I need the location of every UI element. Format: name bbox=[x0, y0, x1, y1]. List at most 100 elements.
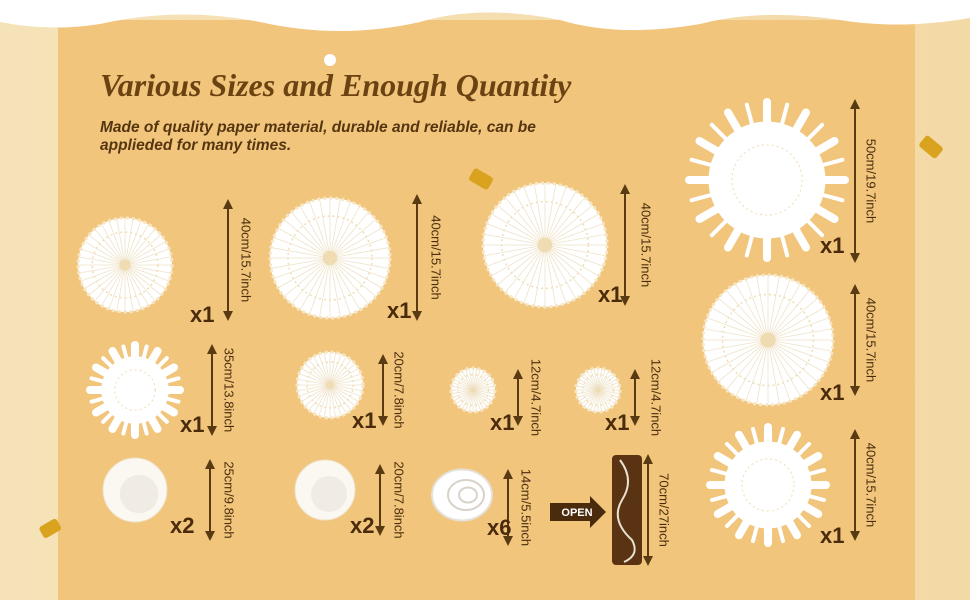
fan-fold bbox=[329, 352, 337, 386]
fan-fold bbox=[533, 244, 546, 307]
fan-fold bbox=[299, 257, 331, 311]
flake-arm bbox=[695, 137, 771, 184]
fan-fold bbox=[767, 289, 811, 341]
fan-fold bbox=[124, 256, 172, 266]
fan-fold bbox=[472, 385, 495, 391]
top-wave bbox=[0, 0, 970, 31]
fan-fold bbox=[309, 257, 331, 315]
fan-fold bbox=[711, 339, 769, 373]
fan-fold bbox=[283, 219, 331, 259]
fan-fold bbox=[88, 264, 126, 296]
fan-fold bbox=[597, 370, 610, 391]
fan-fold bbox=[472, 369, 481, 391]
fan-fold bbox=[84, 241, 126, 266]
fan-fold bbox=[472, 370, 485, 391]
fan-fold bbox=[483, 244, 546, 257]
flake-ring bbox=[741, 458, 795, 512]
fan-fold bbox=[597, 389, 613, 408]
flake-arm bbox=[695, 176, 771, 223]
fan-fold bbox=[78, 264, 126, 274]
flake-arm bbox=[763, 137, 839, 184]
decoration bbox=[706, 423, 830, 547]
fan-fold bbox=[544, 244, 604, 267]
fan-fold bbox=[301, 384, 331, 402]
quantity: x1 bbox=[190, 302, 214, 327]
fan-fold bbox=[468, 389, 474, 412]
size-label: 35cm/13.8inch bbox=[222, 348, 237, 433]
fan-fold bbox=[597, 382, 619, 391]
fan-fold bbox=[319, 257, 331, 318]
fan-fold bbox=[329, 384, 363, 392]
fan-fold bbox=[329, 211, 369, 259]
fan-fold bbox=[116, 264, 126, 312]
fan-fold bbox=[544, 223, 604, 246]
quantity: x1 bbox=[820, 523, 844, 548]
fan-fold bbox=[767, 278, 791, 341]
subtitle: applieded for many times. bbox=[100, 137, 291, 154]
fan-fold bbox=[513, 191, 546, 246]
fan-fold bbox=[108, 220, 126, 266]
fan-fold bbox=[116, 218, 126, 266]
fan-fold bbox=[583, 389, 599, 408]
fan-fold bbox=[735, 283, 769, 341]
fan-fold bbox=[329, 257, 361, 311]
fan-fold bbox=[767, 339, 811, 391]
fan-fold bbox=[329, 257, 377, 297]
flake-arm bbox=[713, 452, 772, 489]
fan-fold bbox=[313, 356, 331, 386]
size-label: 40cm/15.7inch bbox=[429, 215, 444, 300]
fan-fold bbox=[453, 378, 474, 391]
fan-fold bbox=[576, 389, 599, 395]
decoration bbox=[449, 366, 497, 414]
fan-fold bbox=[298, 373, 331, 386]
fan-fold bbox=[88, 234, 126, 266]
fan-fold bbox=[745, 339, 769, 402]
quantity: x1 bbox=[352, 408, 376, 433]
fan-fold bbox=[578, 378, 599, 391]
fan-fold bbox=[329, 363, 356, 386]
fan-fold bbox=[124, 241, 166, 266]
fan-fold bbox=[491, 244, 546, 277]
quantity: x1 bbox=[605, 410, 629, 435]
fan-fold bbox=[597, 389, 619, 398]
size-label: 40cm/15.7inch bbox=[239, 218, 254, 303]
fan-fold bbox=[767, 339, 819, 383]
fan-fold bbox=[304, 384, 331, 407]
fan-fold bbox=[301, 368, 331, 386]
fan-fold bbox=[270, 257, 331, 269]
quantity: x2 bbox=[350, 513, 374, 538]
fan-fold bbox=[273, 257, 331, 279]
decoration bbox=[295, 350, 365, 420]
open-arrow bbox=[550, 496, 606, 528]
fan-fold bbox=[597, 389, 620, 395]
quantity: x2 bbox=[170, 513, 194, 538]
size-label: 14cm/5.5inch bbox=[519, 469, 534, 546]
fan-fold bbox=[329, 359, 352, 386]
fan-fold bbox=[544, 213, 599, 246]
fan-fold bbox=[586, 389, 599, 410]
quantity: x1 bbox=[820, 380, 844, 405]
fan-fold bbox=[124, 264, 170, 282]
quantity: x6 bbox=[487, 515, 511, 540]
fan-fold bbox=[329, 356, 347, 386]
fan-fold bbox=[597, 389, 610, 410]
hole bbox=[324, 54, 336, 66]
fan-fold bbox=[703, 328, 769, 341]
fan-fold bbox=[544, 244, 607, 257]
fan-fold bbox=[298, 384, 331, 397]
fan-fold bbox=[706, 317, 769, 341]
fan-fold bbox=[486, 244, 546, 267]
fan-fold bbox=[329, 368, 359, 386]
size-label: 50cm/19.7inch bbox=[864, 139, 879, 224]
confetti bbox=[919, 135, 943, 159]
fan-fold bbox=[472, 389, 478, 412]
fan-fold bbox=[319, 198, 331, 259]
fan-fold bbox=[756, 275, 769, 341]
fan-fold bbox=[297, 378, 331, 386]
fan-center bbox=[537, 237, 553, 253]
fan-fold bbox=[767, 339, 825, 373]
fan-fold bbox=[544, 183, 557, 246]
fan-fold bbox=[544, 244, 599, 277]
fan-fold bbox=[544, 244, 557, 307]
